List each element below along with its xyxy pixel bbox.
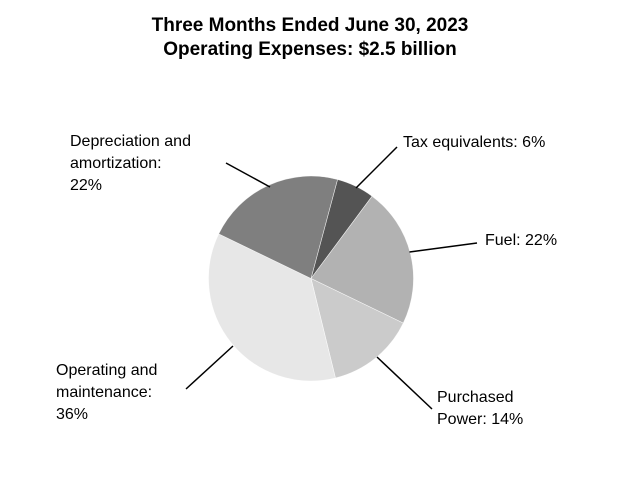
label-line: Operating and xyxy=(56,362,158,379)
chart-title-line-1: Three Months Ended June 30, 2023 xyxy=(151,15,469,36)
label-line: 22% xyxy=(70,177,103,194)
label-line: Tax equivalents: 6% xyxy=(403,134,546,151)
label-tax-equivalents: Tax equivalents: 6% xyxy=(403,132,545,154)
label-line: maintenance: xyxy=(56,384,153,401)
label-purchased-power: Purchased Power: 14% xyxy=(437,387,523,431)
leader-line-fuel xyxy=(409,242,478,253)
label-line: amortization: xyxy=(70,155,162,172)
chart-title-line-2: Operating Expenses: $2.5 billion xyxy=(163,39,457,60)
label-line: Purchased xyxy=(437,389,514,406)
label-line: Depreciation and xyxy=(70,133,191,150)
label-fuel: Fuel: 22% xyxy=(485,230,557,252)
label-depreciation-and-amortization: Depreciation and amortization: 22% xyxy=(70,131,191,197)
leader-line-depreciation-and-amortization xyxy=(225,162,271,188)
label-line: Power: 14% xyxy=(437,411,524,428)
leader-line-purchased-power xyxy=(376,356,433,410)
pie-slice-fuel xyxy=(310,195,414,324)
label-operating-and-maintenance: Operating and maintenance: 36% xyxy=(56,360,157,426)
pie-slice-operating-and-maintenance xyxy=(208,233,336,382)
pie-slice-purchased-power xyxy=(310,277,404,379)
label-line: Fuel: 22% xyxy=(485,232,558,249)
chart-title: Three Months Ended June 30, 2023 Operati… xyxy=(0,14,620,62)
leader-line-tax-equivalents xyxy=(355,146,398,189)
label-line: 36% xyxy=(56,406,89,423)
leader-line-operating-and-maintenance xyxy=(185,345,234,390)
